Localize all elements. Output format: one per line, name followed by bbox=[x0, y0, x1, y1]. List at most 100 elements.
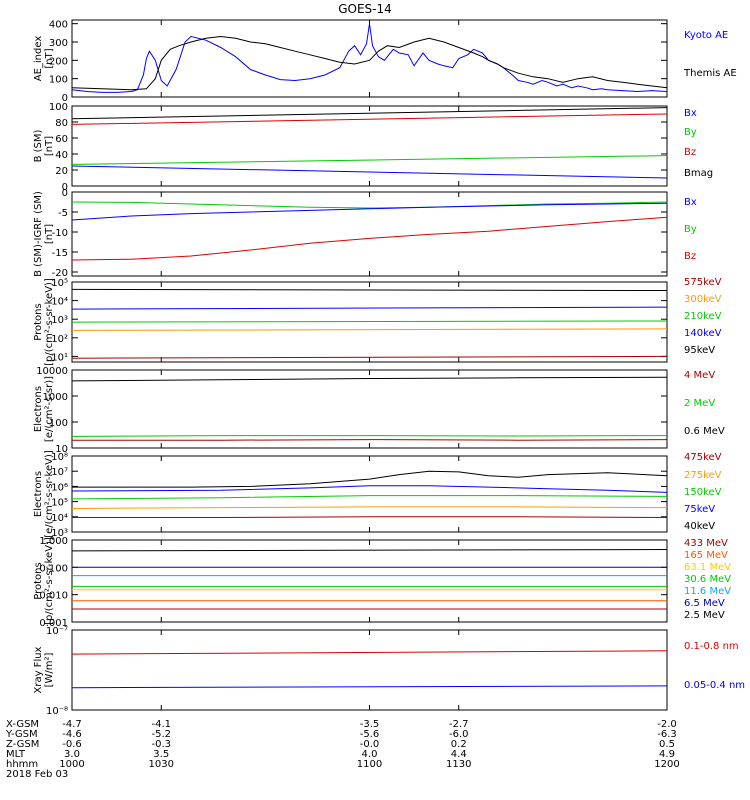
x-row-value: 1030 bbox=[149, 759, 174, 770]
series-line bbox=[71, 485, 668, 493]
series-line bbox=[71, 320, 668, 323]
y-axis-label: Protons bbox=[33, 562, 44, 599]
y-tick-label: 1000 bbox=[43, 392, 68, 403]
x-row-value: 4.4 bbox=[451, 749, 467, 760]
panel-frame bbox=[71, 539, 668, 623]
panel-6: 10³ 10⁴ 10⁵ 10⁶ 10⁷ 10⁸ Electrons [e/(cm²-s-sr-… bbox=[33, 450, 722, 539]
y-tick-label: 10⁵ bbox=[51, 278, 68, 289]
series-line bbox=[71, 216, 668, 261]
y-tick-label: 10⁵ bbox=[51, 498, 68, 509]
panel-2: 0 20 40 60 80 100 B (SM) [nT] Bx By Bz Bmag bbox=[33, 102, 713, 193]
legend-entry: 0.05-0.4 nm bbox=[684, 680, 745, 691]
panel-frame bbox=[71, 455, 668, 533]
x-row-value: 1130 bbox=[446, 759, 471, 770]
panel-frame bbox=[71, 629, 668, 711]
legend-entry: 63.1 MeV bbox=[684, 562, 731, 573]
x-row-value: -3.5 bbox=[360, 719, 380, 730]
series-line bbox=[71, 107, 668, 120]
legend-entry: 475keV bbox=[684, 452, 722, 463]
y-axis-label: [e/(cm²-s-sr-keV)] bbox=[44, 450, 55, 538]
legend-entry: 75keV bbox=[684, 504, 715, 515]
y-tick-label: 200 bbox=[49, 56, 68, 67]
legend-entry: 575keV bbox=[684, 277, 722, 288]
y-tick-label: 10³ bbox=[51, 315, 68, 326]
panel-7: 0.001 0.010 0.100 1.000 Protons [p/(cm²-s-sr-… bbox=[33, 536, 731, 629]
x-row-value: -5.2 bbox=[151, 729, 171, 740]
x-row-label: Y-GSM bbox=[5, 729, 38, 740]
x-row-value: 1100 bbox=[357, 759, 382, 770]
series-line bbox=[72, 439, 668, 441]
series-line bbox=[71, 306, 668, 310]
series-line bbox=[71, 685, 668, 689]
legend-entry: 40keV bbox=[684, 521, 715, 532]
x-row-value: -6.3 bbox=[657, 729, 677, 740]
legend-entry: Bx bbox=[684, 108, 697, 119]
y-tick-label: 10⁴ bbox=[51, 297, 68, 308]
y-axis-label: [p/(cm²-s-sr-keV)] bbox=[44, 278, 55, 366]
x-row-value: 1000 bbox=[59, 759, 84, 770]
legend-entry: 300keV bbox=[684, 294, 722, 305]
series-line bbox=[72, 470, 668, 488]
panel-4: 10¹ 10² 10³ 10⁴ 10⁵ Protons [p/(cm²-s-sr-keV)]… bbox=[33, 277, 722, 366]
y-tick-label: 0 bbox=[62, 93, 68, 104]
x-row-value: -4.7 bbox=[62, 719, 82, 730]
y-tick-label: -5 bbox=[58, 208, 68, 219]
legend-entry: 11.6 MeV bbox=[684, 586, 731, 597]
legend-entry: 2.5 MeV bbox=[684, 610, 725, 621]
x-row-value: -5.6 bbox=[360, 729, 380, 740]
series-line bbox=[71, 355, 668, 359]
x-row-value: -6.0 bbox=[449, 729, 469, 740]
series-line bbox=[71, 113, 668, 125]
y-tick-label: 10¹ bbox=[51, 352, 68, 363]
x-axis-annotation: X-GSM -4.7 -4.1 -3.5 -2.7 -2.0 Y-GSM -4.6 -5.2 -5… bbox=[5, 719, 680, 780]
y-tick-label: 10³ bbox=[51, 528, 68, 539]
y-axis-label: [e/(cm²-s-sr)] bbox=[44, 376, 55, 442]
panel-5: 10 100 1000 10000 Electrons [e/(cm²-s-sr)] 4 M… bbox=[33, 366, 725, 455]
y-tick-label: -20 bbox=[52, 268, 68, 279]
y-tick-label: 10⁴ bbox=[51, 513, 68, 524]
y-tick-label: 1.000 bbox=[39, 536, 68, 547]
legend-entry: Bx bbox=[684, 197, 697, 208]
y-axis-label: B (SM) bbox=[33, 129, 44, 162]
legend-entry: 150keV bbox=[684, 487, 722, 498]
legend-entry: 6.5 MeV bbox=[684, 598, 725, 609]
x-row-value: -0.0 bbox=[360, 739, 380, 750]
panel-3: -20 -15 -10 -5 0 B (SM)-IGRF (SM) [nT] Bx By Bz bbox=[33, 188, 697, 279]
y-tick-label: 80 bbox=[55, 118, 68, 129]
legend-entry: 30.6 MeV bbox=[684, 574, 731, 585]
series-line bbox=[72, 516, 668, 518]
x-row-value: -2.7 bbox=[449, 719, 469, 730]
plot-title: GOES-14 bbox=[338, 2, 392, 16]
x-row-label: X-GSM bbox=[6, 719, 39, 730]
x-row-value: -4.1 bbox=[151, 719, 171, 730]
legend-entry: Kyoto AE bbox=[684, 30, 728, 41]
x-row-label: Z-GSM bbox=[6, 739, 39, 750]
x-row-value: -2.0 bbox=[657, 719, 677, 730]
series-line bbox=[71, 155, 668, 165]
series-line bbox=[71, 495, 668, 500]
series-line bbox=[71, 165, 668, 179]
y-tick-label: 100 bbox=[49, 102, 68, 113]
series-line bbox=[71, 23, 668, 93]
legend-entry: Bz bbox=[684, 251, 696, 262]
series-line bbox=[71, 435, 668, 437]
x-row-value: 1200 bbox=[654, 759, 679, 770]
y-tick-label: 10² bbox=[51, 334, 68, 345]
legend-entry: By bbox=[684, 224, 697, 235]
y-tick-label: 60 bbox=[55, 134, 68, 145]
y-tick-label: -10 bbox=[52, 228, 68, 239]
legend-entry: 95keV bbox=[684, 345, 715, 356]
legend-entry: 275keV bbox=[684, 470, 722, 481]
legend-entry: Bmag bbox=[684, 168, 713, 179]
legend-entry: 140keV bbox=[684, 328, 722, 339]
y-tick-label: 0.100 bbox=[39, 563, 68, 574]
x-row-value: 0.5 bbox=[659, 739, 675, 750]
legend-entry: 210keV bbox=[684, 311, 722, 322]
series-line bbox=[71, 201, 668, 209]
y-axis-label: [W/m²] bbox=[44, 652, 55, 687]
y-tick-label: 10⁶ bbox=[51, 482, 68, 493]
x-row-value: -4.6 bbox=[62, 729, 82, 740]
y-tick-label: 10 bbox=[55, 444, 68, 455]
y-tick-label: 0.010 bbox=[39, 591, 68, 602]
